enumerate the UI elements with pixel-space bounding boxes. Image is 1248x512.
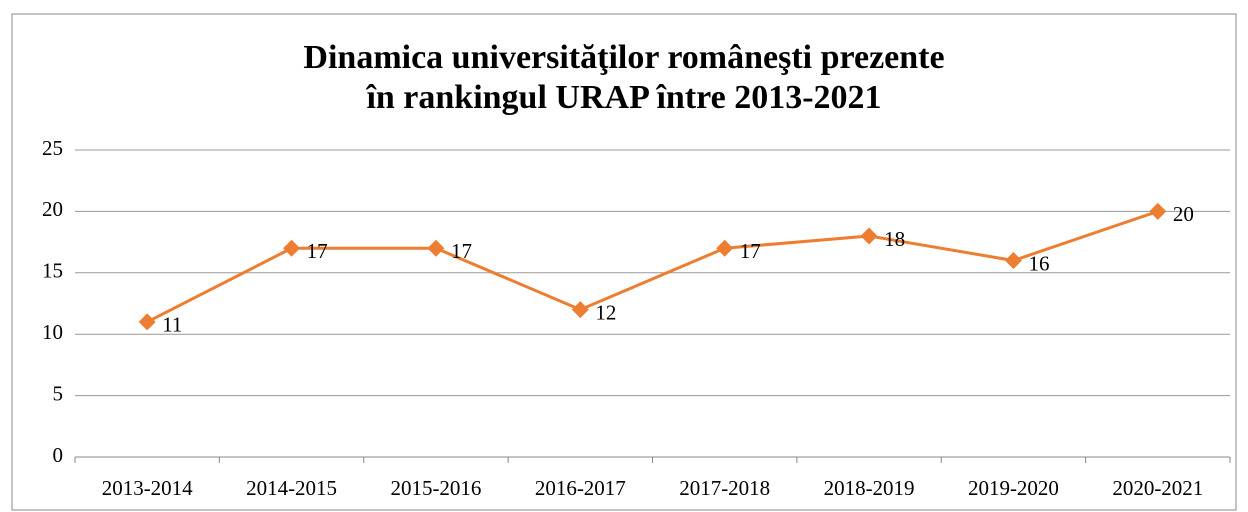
data-label: 11 [162,313,182,337]
data-label: 18 [884,227,905,251]
marker [427,239,445,257]
x-tick-label: 2014-2015 [246,476,337,500]
y-tick-label: 5 [53,381,64,405]
marker [571,301,589,319]
chart-title: Dinamica universităţilor româneşti preze… [303,39,945,116]
data-label: 17 [451,239,472,263]
marker [716,239,734,257]
line [146,209,1159,324]
data-label: 20 [1173,202,1194,226]
data-label: 17 [307,239,328,263]
x-tick-label: 2015-2016 [390,476,481,500]
y-tick-label: 15 [42,259,63,283]
marker [1004,252,1022,270]
y-tick-label: 10 [42,320,63,344]
x-tick-label: 2018-2019 [824,476,915,500]
data-label: 12 [595,300,616,324]
marker [283,239,301,257]
marker [1149,202,1167,220]
marker [860,227,878,245]
x-tick-label: 2019-2020 [968,476,1059,500]
marker [138,313,156,331]
y-tick-label: 0 [53,443,64,467]
x-tick-label: 2016-2017 [535,476,626,500]
x-tick-label: 2020-2021 [1112,476,1203,500]
x-tick-label: 2017-2018 [679,476,770,500]
x-tick-label: 2013-2014 [102,476,193,500]
chart-border [11,13,1237,511]
data-label: 17 [740,239,761,263]
y-tick-label: 20 [42,197,63,221]
data-label: 16 [1028,251,1049,275]
y-tick-label: 25 [42,136,63,160]
